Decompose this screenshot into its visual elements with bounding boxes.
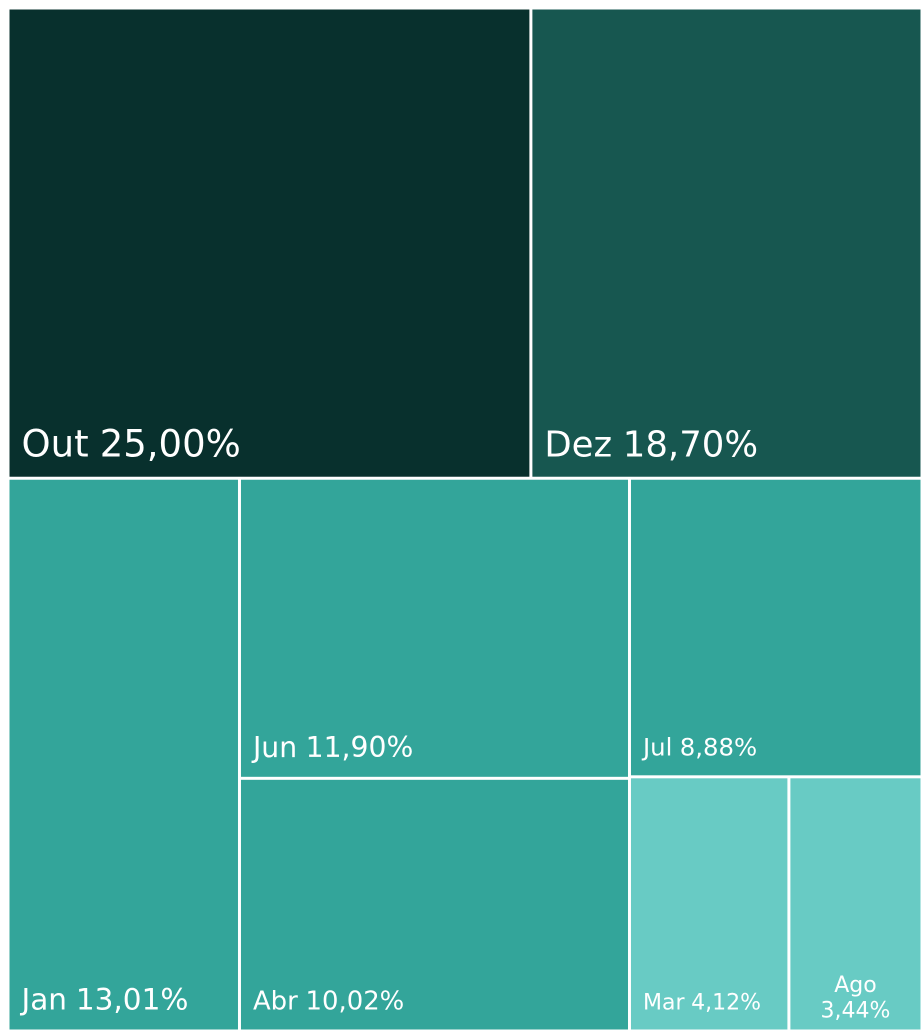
- value-label: 13,01%: [76, 983, 189, 1017]
- value-label: 4,12%: [691, 991, 761, 1016]
- value-label: 10,02%: [306, 987, 405, 1017]
- category-label: Out: [22, 423, 89, 466]
- tile-label: Jun 11,90%: [251, 731, 413, 764]
- tile: [240, 779, 628, 1030]
- category-label: Jan: [20, 983, 68, 1017]
- tile-label: Mar 4,12%: [643, 991, 761, 1016]
- value-label: 25,00%: [100, 423, 241, 466]
- tile-label: Out 25,00%: [22, 423, 241, 466]
- tile: [9, 479, 238, 1030]
- category-label: Ago: [834, 973, 876, 998]
- category-label: Abr: [253, 987, 298, 1017]
- tile-label: Jan 13,01%: [20, 983, 189, 1017]
- tile: [790, 778, 921, 1030]
- tile: [630, 778, 788, 1030]
- tile: [240, 479, 628, 777]
- tile-label: Ago 3,44%: [821, 973, 891, 1023]
- tile: [630, 479, 921, 776]
- category-label: Jun: [251, 731, 297, 764]
- tile-label: Jul 8,88%: [641, 732, 757, 761]
- value-label: 18,70%: [623, 425, 758, 466]
- category-label: Mar: [643, 991, 685, 1016]
- value-label: 3,44%: [821, 999, 891, 1024]
- category-label: Jul: [641, 732, 672, 761]
- category-label: Dez: [544, 425, 612, 466]
- tile-label: Abr 10,02%: [253, 987, 404, 1017]
- tile: [532, 9, 921, 477]
- tile-label: Dez 18,70%: [544, 425, 758, 466]
- tile: [9, 9, 530, 477]
- value-label: 8,88%: [680, 732, 757, 761]
- value-label: 11,90%: [306, 731, 414, 764]
